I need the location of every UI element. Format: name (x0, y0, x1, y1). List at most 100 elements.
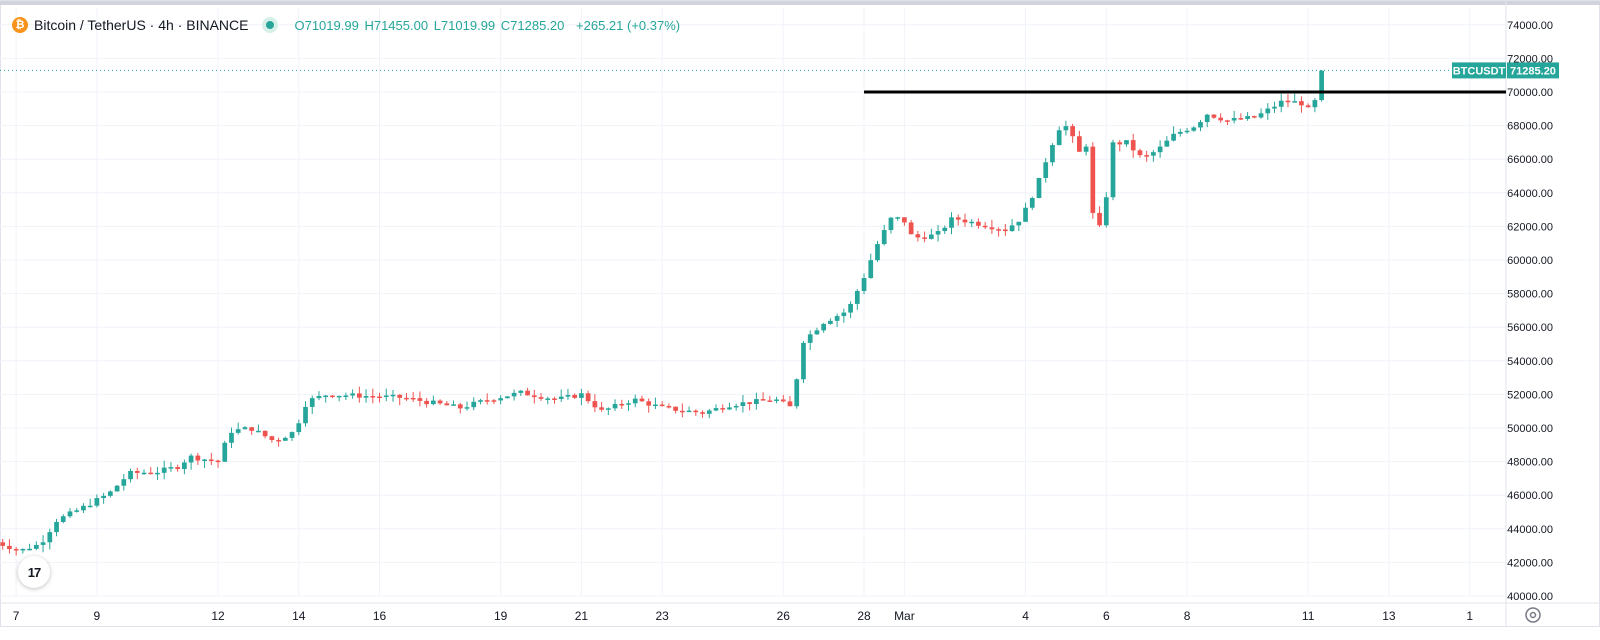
candle-up (733, 405, 739, 408)
candle-down (330, 395, 335, 398)
candle-up (168, 467, 174, 469)
candle-up (1151, 152, 1156, 156)
candle-up (1292, 101, 1298, 103)
candle-up (727, 407, 732, 410)
candle-down (1225, 120, 1230, 122)
candle-up (1009, 225, 1015, 232)
candle-down (679, 410, 685, 413)
candle-down (0, 542, 6, 546)
x-tick-label: 6 (1103, 609, 1110, 623)
candle-down (908, 222, 914, 235)
candle-up (1056, 130, 1062, 146)
candle-down (1002, 229, 1008, 232)
candle-down (437, 400, 443, 404)
candle-up (626, 403, 631, 405)
candle-up (895, 217, 901, 219)
candle-down (955, 217, 961, 220)
candle-up (774, 399, 779, 402)
candle-up (875, 244, 880, 261)
open-value: O71019.99 (294, 17, 359, 33)
x-tick-label: 26 (777, 609, 791, 623)
candle-up (558, 396, 564, 399)
candle-up (47, 532, 53, 543)
x-tick-label: 19 (494, 609, 508, 623)
candle-up (363, 396, 369, 398)
chart-frame (0, 0, 1600, 627)
candle-up (1204, 114, 1210, 123)
x-tick-label: 14 (292, 609, 306, 623)
candle-up (222, 442, 228, 462)
candle-up (881, 230, 887, 245)
candle-down (552, 398, 557, 400)
candle-up (114, 485, 120, 492)
candle-down (1285, 100, 1291, 103)
candle-up (431, 400, 436, 405)
candle-up (605, 408, 611, 410)
candle-up (1023, 207, 1028, 222)
candle-up (511, 392, 517, 397)
candle-down (976, 221, 981, 226)
candle-down (1218, 117, 1224, 121)
candle-up (794, 379, 800, 407)
y-tick-label: 48000.00 (1507, 457, 1553, 469)
candle-down (1251, 116, 1257, 118)
candle-up (256, 430, 261, 433)
candle-down (982, 225, 988, 228)
y-tick-label: 44000.00 (1507, 524, 1553, 536)
y-tick-label: 58000.00 (1507, 289, 1553, 301)
candle-up (141, 472, 147, 475)
candle-down (659, 404, 665, 407)
candle-up (1319, 70, 1324, 101)
candle-up (323, 395, 329, 398)
candle-up (67, 511, 73, 517)
candle-down (148, 472, 154, 475)
tradingview-logo[interactable]: 17 (18, 556, 50, 588)
candle-down (1090, 146, 1096, 213)
candle-down (356, 393, 362, 398)
candle-up (390, 394, 396, 397)
candle-up (579, 393, 584, 398)
candle-up (229, 432, 234, 443)
x-tick-label: 12 (211, 609, 225, 623)
gear-inner (1529, 611, 1537, 619)
x-tick-label: 21 (575, 609, 589, 623)
candle-up (1278, 100, 1284, 107)
high-value: H71455.00 (364, 17, 429, 33)
symbol-title[interactable]: Bitcoin / TetherUS · 4h · BINANCE (34, 17, 249, 33)
candle-down (572, 394, 578, 398)
candle-up (1312, 100, 1318, 108)
candle-down (619, 403, 625, 406)
candle-up (1258, 113, 1264, 118)
candle-up (754, 399, 759, 405)
candle-down (922, 237, 927, 239)
candle-up (54, 521, 59, 533)
price-tag-value: 71285.20 (1510, 65, 1556, 77)
candle-up (1198, 122, 1203, 128)
candle-up (814, 330, 820, 335)
candle-up (1016, 221, 1022, 226)
candle-up (888, 217, 894, 231)
market-status-icon[interactable] (262, 17, 279, 33)
candle-up (1083, 146, 1089, 152)
candle-up (27, 548, 32, 551)
candle-up (612, 403, 618, 409)
candle-up (821, 323, 827, 331)
candle-down (1238, 118, 1244, 120)
candle-down (760, 399, 766, 401)
y-tick-label: 54000.00 (1507, 356, 1553, 368)
candle-up (343, 395, 349, 397)
candle-up (1157, 146, 1163, 153)
candle-up (928, 234, 934, 239)
candle-up (202, 459, 207, 461)
chart-settings-icon[interactable] (1525, 607, 1541, 623)
candle-up (1245, 116, 1250, 119)
x-tick-label: 16 (373, 609, 387, 623)
candle-down (780, 399, 786, 402)
candle-up (60, 516, 66, 522)
y-tick-label: 42000.00 (1507, 557, 1553, 569)
candle-up (350, 393, 355, 396)
candle-up (464, 407, 470, 409)
candle-down (195, 455, 201, 461)
